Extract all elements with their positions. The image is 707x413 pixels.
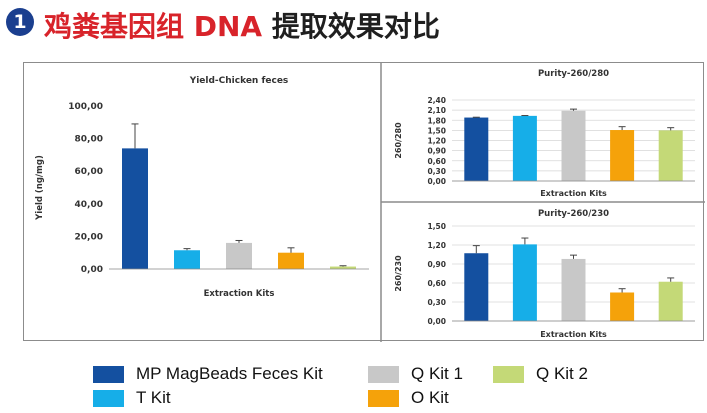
p280-tick-label: 0,60 <box>427 157 446 166</box>
yield-bar-o <box>278 252 304 269</box>
legend-item-mp: MP MagBeads Feces Kit <box>93 364 323 384</box>
p280-tick-label: 0,30 <box>427 167 446 176</box>
legend-label-o: O Kit <box>411 388 449 407</box>
p280-tick-label: 2,40 <box>427 96 446 105</box>
p280-tick-label: 1,20 <box>427 137 446 146</box>
p230-bar-q1 <box>561 258 586 321</box>
legend-item-q1: Q Kit 1 <box>368 364 463 384</box>
title-dark-part: 提取效果对比 <box>271 10 440 43</box>
yield-bar-q2 <box>330 266 356 269</box>
yield-tick-label: 100,00 <box>68 102 103 112</box>
p280-bar-q1 <box>561 110 586 181</box>
chart-panel: 0,00 20,00 40,00 60,00 80,00 100,00 Yield-Chic… <box>23 62 705 342</box>
p230-bar-mp <box>464 253 489 321</box>
legend-swatch-q1 <box>368 365 399 383</box>
p280-tick-label: 0,00 <box>427 177 446 186</box>
p280-tick-label: 0,90 <box>427 147 446 156</box>
title-red-part: 鸡粪基因组 DNA <box>44 10 272 43</box>
yield-tick-label: 40,00 <box>75 200 103 210</box>
legend-label-mp: MP MagBeads Feces Kit <box>136 364 323 383</box>
yield-y-axis-label: Yield (ng/mg) <box>35 155 45 221</box>
p280-bar-t <box>512 115 537 181</box>
p280-tick-label: 1,50 <box>427 126 446 135</box>
yield-tick-label: 60,00 <box>75 167 103 177</box>
legend-swatch-q2 <box>493 365 524 383</box>
page-title: 鸡粪基因组 DNA 提取效果对比 <box>44 5 440 45</box>
legend-label-t: T Kit <box>136 388 171 407</box>
p230-chart-title: Purity-260/230 <box>538 209 609 219</box>
legend-label-q1: Q Kit 1 <box>411 364 463 383</box>
legend: MP MagBeads Feces Kit T Kit Q Kit 1 O Ki… <box>0 360 707 413</box>
p230-tick-label: 1,20 <box>427 241 446 250</box>
p230-tick-label: 0,30 <box>427 298 446 307</box>
legend-item-t: T Kit <box>93 388 171 408</box>
legend-item-q2: Q Kit 2 <box>493 364 588 384</box>
legend-swatch-mp <box>93 365 124 383</box>
yield-x-axis-label: Extraction Kits <box>204 289 275 299</box>
p230-bar-o <box>610 292 635 321</box>
p230-x-axis-label: Extraction Kits <box>540 330 607 339</box>
p280-tick-label: 2,10 <box>427 106 446 115</box>
header: 1 鸡粪基因组 DNA 提取效果对比 <box>0 0 707 50</box>
p230-bar-t <box>512 244 537 321</box>
legend-swatch-t <box>93 389 124 407</box>
p230-tick-label: 0,60 <box>427 279 446 288</box>
p230-tick-label: 0,00 <box>427 317 446 326</box>
yield-tick-label: 20,00 <box>75 232 103 242</box>
legend-label-q2: Q Kit 2 <box>536 364 588 383</box>
p280-bar-mp <box>464 117 489 181</box>
p230-tick-label: 0,90 <box>427 260 446 269</box>
p280-tick-label: 1,80 <box>427 116 446 125</box>
p280-y-axis-label: 260/280 <box>394 122 403 159</box>
p230-y-axis-label: 260/230 <box>394 255 403 292</box>
legend-swatch-o <box>368 389 399 407</box>
yield-bar-t <box>174 250 200 269</box>
yield-tick-label: 80,00 <box>75 135 103 145</box>
legend-item-o: O Kit <box>368 388 449 408</box>
yield-chart-title: Yield-Chicken feces <box>189 76 289 86</box>
step-number-badge: 1 <box>6 8 34 36</box>
p280-x-axis-label: Extraction Kits <box>540 189 607 198</box>
p280-bar-o <box>610 130 635 181</box>
p280-bar-q2 <box>658 130 683 181</box>
charts-svg: 0,00 20,00 40,00 60,00 80,00 100,00 Yield-Chic… <box>35 63 705 342</box>
yield-tick-label: 0,00 <box>81 265 103 275</box>
yield-bar-mp <box>122 148 148 269</box>
p230-bar-q2 <box>658 281 683 321</box>
p280-chart-title: Purity-260/280 <box>538 69 609 79</box>
yield-bar-q1 <box>226 242 252 269</box>
p230-tick-label: 1,50 <box>427 222 446 231</box>
